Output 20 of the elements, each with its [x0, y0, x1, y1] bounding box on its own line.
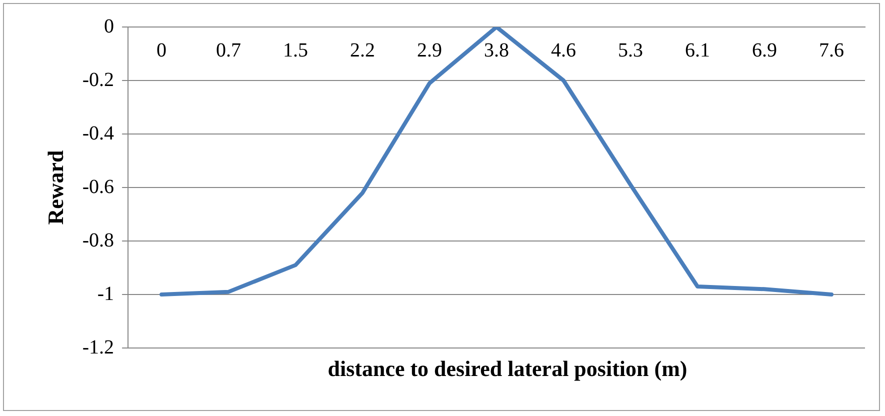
- x-tick-label: 0: [156, 39, 167, 62]
- y-tick-label: 0: [104, 15, 114, 38]
- y-tick-label: -1.2: [82, 336, 114, 358]
- y-tick-label: -0.2: [82, 68, 114, 91]
- x-tick-label: 1.5: [283, 39, 308, 62]
- y-tick-label: -0.8: [82, 229, 114, 252]
- x-tick-label: 7.6: [819, 39, 844, 62]
- y-tick-label: -0.4: [82, 122, 114, 144]
- x-tick-label: 2.9: [417, 39, 442, 62]
- x-tick-label: 5.3: [618, 39, 644, 62]
- x-tick-label: 6.1: [685, 39, 710, 62]
- y-tick-label: -1: [97, 282, 114, 305]
- x-tick-label: 4.6: [551, 39, 576, 62]
- x-tick-label: 6.9: [752, 39, 778, 62]
- x-tick-label: 0.7: [216, 39, 242, 62]
- x-axis-title: distance to desired lateral position (m): [326, 356, 688, 382]
- y-axis-title: Reward: [42, 150, 68, 225]
- x-tick-label: 3.8: [484, 39, 510, 62]
- x-tick-label: 2.2: [350, 39, 376, 62]
- y-tick-label: -0.6: [82, 176, 114, 198]
